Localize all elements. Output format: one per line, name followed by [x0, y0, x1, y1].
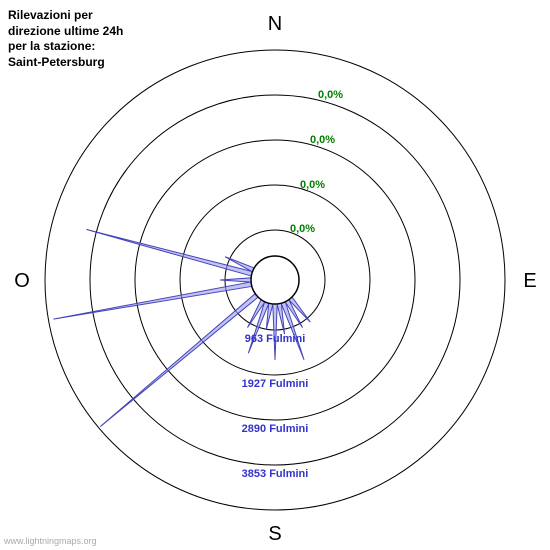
percent-label-1: 0,0% — [310, 134, 335, 146]
percent-label-2: 0,0% — [300, 179, 325, 191]
cardinal-e: E — [523, 270, 536, 292]
windrose-chart: N E S O 0,0% 0,0% 0,0% 0,0% 963 Fulmini 1927 Fu… — [0, 0, 550, 550]
cardinal-o: O — [14, 270, 30, 292]
count-label-3: 3853 Fulmini — [242, 468, 309, 480]
cardinal-s: S — [268, 523, 281, 545]
percent-label-3: 0,0% — [290, 223, 315, 235]
count-label-2: 2890 Fulmini — [242, 423, 309, 435]
count-label-0: 963 Fulmini — [245, 333, 306, 345]
chart-title: Rilevazioni per direzione ultime 24h per… — [8, 8, 128, 70]
cardinal-n: N — [268, 13, 282, 35]
count-label-1: 1927 Fulmini — [242, 378, 309, 390]
percent-label-0: 0,0% — [318, 89, 343, 101]
footer-credit: www.lightningmaps.org — [4, 536, 97, 546]
